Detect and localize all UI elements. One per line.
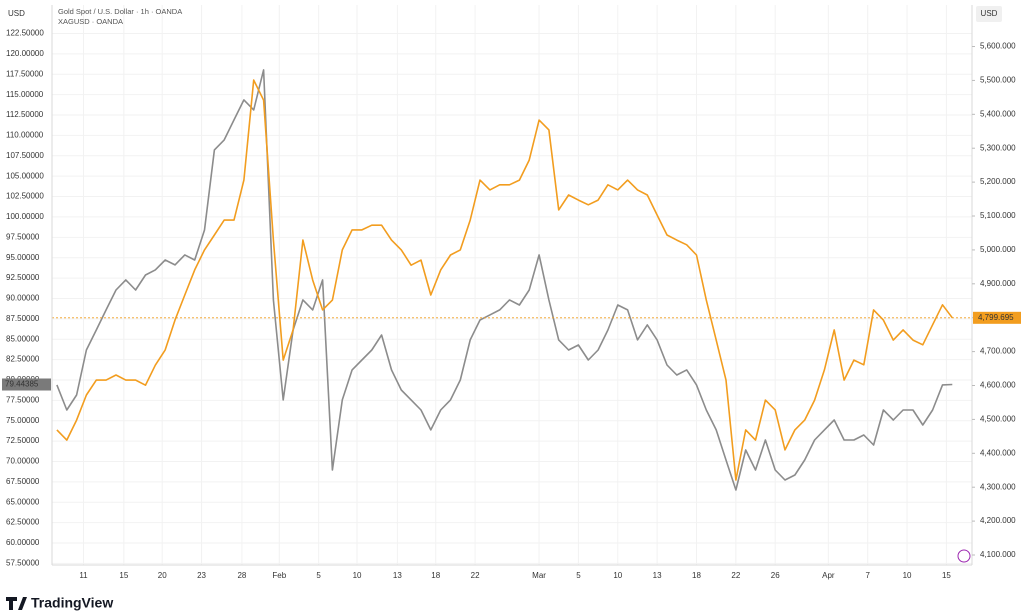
- legend-entry: XAGUSD · OANDA: [58, 17, 123, 26]
- y2-tick-label: 5,400.000: [980, 109, 1016, 118]
- plot: [52, 69, 972, 491]
- x-tick-label: 22: [731, 571, 740, 580]
- y2-tick-label: 5,100.000: [980, 211, 1016, 220]
- right-unit-box: [976, 6, 1002, 22]
- series-line: [56, 79, 953, 481]
- legend-entry: Gold Spot / U.S. Dollar · 1h · OANDA: [58, 7, 182, 16]
- x-tick-label: 15: [942, 571, 951, 580]
- x-tick-label: 22: [471, 571, 480, 580]
- y-tick-label: 60.00000: [6, 538, 40, 547]
- y-tick-label: 95.00000: [6, 253, 40, 262]
- y-tick-label: 115.00000: [6, 90, 44, 99]
- y-tick-label: 72.50000: [6, 436, 40, 445]
- y2-tick-label: 4,600.000: [980, 381, 1016, 390]
- axes: USD USD 57.50000 60.00000 62.50000 65.00000…: [2, 5, 1021, 580]
- y-tick-label: 65.00000: [6, 497, 40, 506]
- y-tick-label: 117.50000: [6, 69, 44, 78]
- last-price-label: 79.44385: [5, 380, 39, 389]
- y-tick-label: 77.50000: [6, 395, 40, 404]
- right-axis-unit: USD: [981, 9, 998, 18]
- x-tick-label: 5: [316, 571, 321, 580]
- y-tick-label: 102.50000: [6, 192, 44, 201]
- y2-tick-label: 4,100.000: [980, 550, 1016, 559]
- y2-tick-label: 4,200.000: [980, 516, 1016, 525]
- x-tick-label: 10: [353, 571, 362, 580]
- y2-tick-label: 5,200.000: [980, 177, 1016, 186]
- y-tick-label: 122.50000: [6, 29, 44, 38]
- last-price-label: 4,799.695: [978, 313, 1014, 322]
- y-tick-label: 105.00000: [6, 171, 44, 180]
- y-tick-label: 110.00000: [6, 131, 44, 140]
- y2-tick-label: 4,500.000: [980, 415, 1016, 424]
- last-price-badge: [973, 311, 1021, 324]
- y2-tick-label: 5,600.000: [980, 42, 1016, 51]
- x-tick-label: 13: [393, 571, 402, 580]
- indicator-icon[interactable]: [957, 549, 971, 563]
- x-tick-label: 11: [79, 571, 88, 580]
- y2-tick-label: 4,300.000: [980, 482, 1016, 491]
- y2-tick-label: 5,500.000: [980, 76, 1016, 85]
- y-tick-label: 100.00000: [6, 212, 44, 221]
- y-tick-label: 87.50000: [6, 314, 40, 323]
- y-tick-label: 85.00000: [6, 334, 40, 343]
- series-line: [56, 69, 953, 491]
- y2-tick-label: 4,900.000: [980, 279, 1016, 288]
- y-tick-label: 70.00000: [6, 457, 40, 466]
- y-tick-label: 112.50000: [6, 110, 44, 119]
- y-tick-label: 67.50000: [6, 477, 40, 486]
- x-tick-label: Mar: [532, 571, 546, 580]
- y-tick-label: 82.50000: [6, 355, 40, 364]
- x-tick-label: Feb: [272, 571, 286, 580]
- x-tick-label: 15: [119, 571, 128, 580]
- x-tick-label: 26: [771, 571, 780, 580]
- x-tick-label: 20: [158, 571, 167, 580]
- y-tick-label: 107.50000: [6, 151, 44, 160]
- y-tick-label: 75.00000: [6, 416, 40, 425]
- x-tick-label: 10: [903, 571, 912, 580]
- y-tick-label: 97.50000: [6, 232, 40, 241]
- y-tick-label: 92.50000: [6, 273, 40, 282]
- y2-tick-label: 5,300.000: [980, 143, 1016, 152]
- y2-tick-label: 4,700.000: [980, 347, 1016, 356]
- y-tick-label: 62.50000: [6, 518, 40, 527]
- y-tick-label: 90.00000: [6, 294, 40, 303]
- x-tick-label: 7: [865, 571, 870, 580]
- x-tick-label: 13: [653, 571, 662, 580]
- brand: TradingView: [6, 595, 113, 611]
- grid: [52, 5, 972, 565]
- x-tick-label: 28: [237, 571, 246, 580]
- x-tick-label: 5: [576, 571, 581, 580]
- y-tick-label: 57.50000: [6, 558, 40, 567]
- x-tick-label: 18: [431, 571, 440, 580]
- x-tick-label: 23: [197, 571, 206, 580]
- y-tick-label: 120.00000: [6, 49, 44, 58]
- brand-name: TradingView: [31, 595, 113, 611]
- last-price-badge: [2, 378, 51, 391]
- y2-tick-label: 4,400.000: [980, 448, 1016, 457]
- x-tick-label: 10: [613, 571, 622, 580]
- y2-tick-label: 5,000.000: [980, 245, 1016, 254]
- x-tick-label: 18: [692, 571, 701, 580]
- left-axis-unit: USD: [8, 9, 25, 18]
- x-tick-label: Apr: [822, 571, 835, 580]
- brand-logo: [6, 597, 27, 610]
